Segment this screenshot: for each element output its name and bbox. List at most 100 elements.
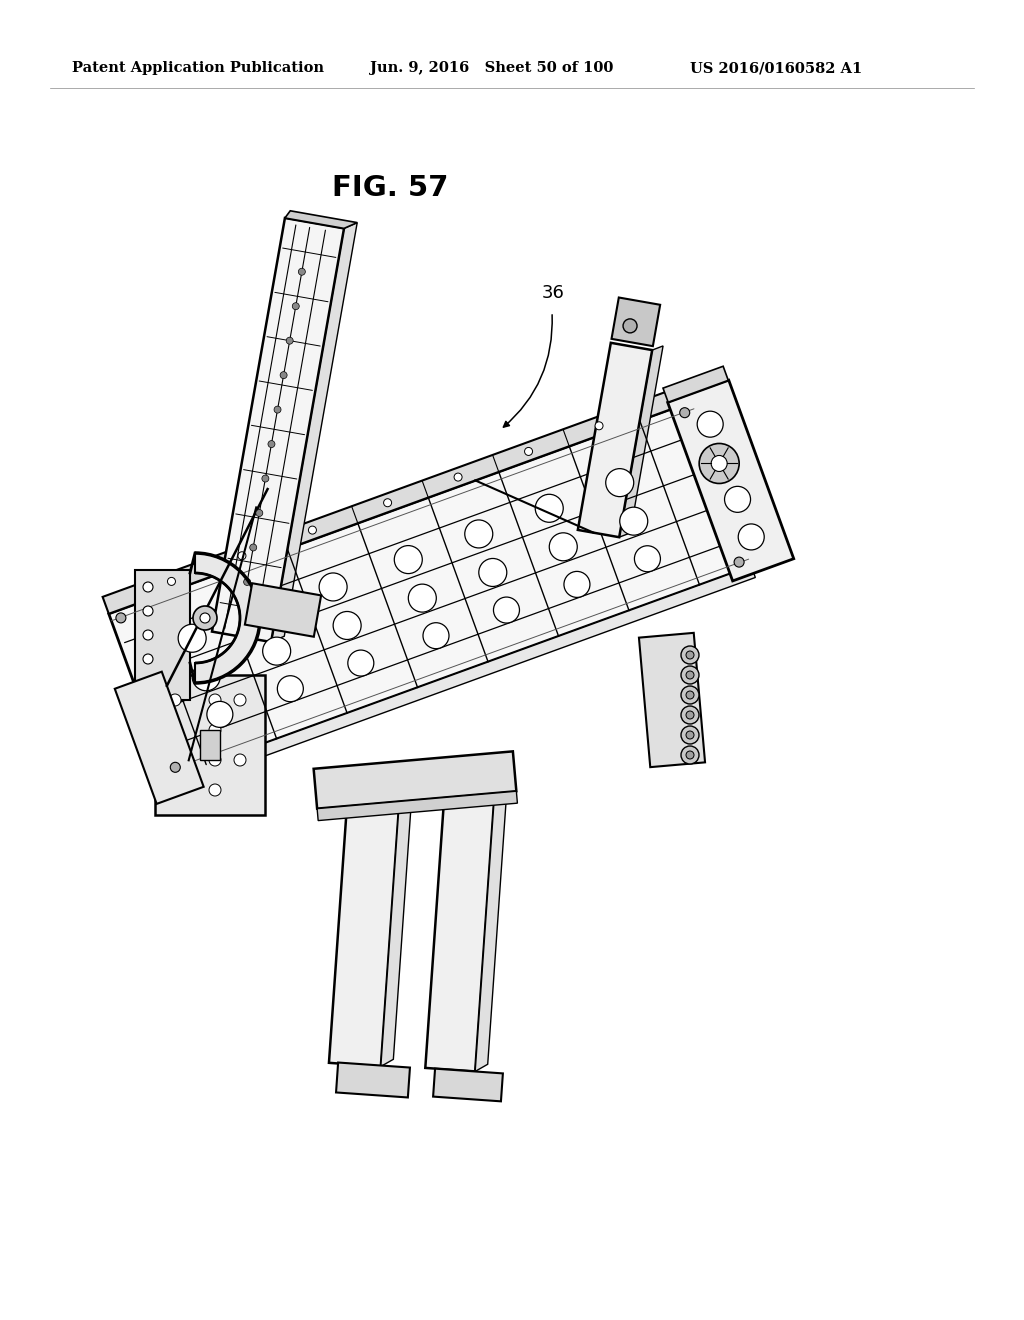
Circle shape — [193, 606, 217, 630]
Polygon shape — [639, 632, 706, 767]
Circle shape — [686, 690, 694, 700]
FancyArrowPatch shape — [504, 314, 552, 428]
Circle shape — [200, 612, 210, 623]
Circle shape — [193, 663, 220, 690]
Circle shape — [292, 302, 299, 310]
Circle shape — [116, 612, 126, 623]
Polygon shape — [668, 380, 794, 581]
Circle shape — [681, 645, 699, 664]
Circle shape — [423, 623, 449, 648]
Circle shape — [143, 630, 153, 640]
Polygon shape — [433, 1069, 503, 1101]
Polygon shape — [109, 401, 752, 779]
Circle shape — [169, 754, 181, 766]
Circle shape — [308, 527, 316, 535]
Circle shape — [686, 731, 694, 739]
Circle shape — [234, 694, 246, 706]
Polygon shape — [169, 566, 756, 789]
Circle shape — [454, 473, 462, 480]
Circle shape — [681, 686, 699, 704]
Circle shape — [333, 611, 361, 639]
Polygon shape — [200, 730, 220, 760]
Circle shape — [262, 475, 269, 482]
Polygon shape — [381, 770, 414, 1067]
Polygon shape — [336, 1063, 410, 1097]
Circle shape — [209, 723, 221, 737]
Circle shape — [143, 606, 153, 616]
Circle shape — [143, 678, 153, 688]
Polygon shape — [620, 346, 664, 537]
Circle shape — [686, 671, 694, 678]
Text: Jun. 9, 2016   Sheet 50 of 100: Jun. 9, 2016 Sheet 50 of 100 — [370, 61, 613, 75]
Circle shape — [681, 667, 699, 684]
Polygon shape — [313, 751, 516, 809]
Polygon shape — [578, 343, 652, 537]
Circle shape — [699, 444, 739, 483]
Polygon shape — [212, 218, 344, 642]
Circle shape — [606, 469, 634, 496]
Polygon shape — [102, 385, 691, 614]
Circle shape — [725, 486, 751, 512]
Circle shape — [564, 572, 590, 598]
Circle shape — [244, 578, 251, 586]
Circle shape — [168, 577, 175, 585]
Circle shape — [680, 408, 690, 417]
Circle shape — [681, 706, 699, 723]
Polygon shape — [317, 791, 517, 821]
Circle shape — [286, 337, 293, 345]
Circle shape — [549, 533, 578, 561]
Circle shape — [209, 784, 221, 796]
Circle shape — [394, 545, 422, 574]
Circle shape — [234, 754, 246, 766]
Circle shape — [348, 649, 374, 676]
Circle shape — [209, 694, 221, 706]
Circle shape — [536, 494, 563, 523]
Polygon shape — [245, 583, 322, 636]
Polygon shape — [115, 672, 204, 804]
Circle shape — [494, 597, 519, 623]
Circle shape — [681, 726, 699, 744]
Circle shape — [268, 441, 275, 447]
Text: US 2016/0160582 A1: US 2016/0160582 A1 — [690, 61, 862, 75]
Circle shape — [256, 510, 263, 516]
Circle shape — [623, 319, 637, 333]
Circle shape — [681, 746, 699, 764]
Polygon shape — [475, 785, 507, 1072]
Circle shape — [250, 544, 257, 550]
Circle shape — [178, 624, 206, 652]
Circle shape — [711, 449, 737, 475]
Circle shape — [143, 582, 153, 591]
Circle shape — [384, 499, 391, 507]
Circle shape — [635, 545, 660, 572]
Polygon shape — [195, 553, 260, 682]
Polygon shape — [663, 366, 728, 403]
Polygon shape — [425, 788, 495, 1072]
Circle shape — [207, 701, 232, 727]
Polygon shape — [271, 223, 357, 642]
Circle shape — [298, 268, 305, 276]
Circle shape — [170, 763, 180, 772]
Circle shape — [263, 638, 291, 665]
Polygon shape — [329, 774, 401, 1067]
Text: FIG. 57: FIG. 57 — [332, 174, 449, 202]
Polygon shape — [611, 297, 660, 346]
Circle shape — [238, 552, 246, 560]
Text: Patent Application Publication: Patent Application Publication — [72, 61, 324, 75]
Circle shape — [409, 585, 436, 612]
Circle shape — [169, 694, 181, 706]
Circle shape — [274, 407, 281, 413]
Text: 36: 36 — [542, 284, 565, 302]
Circle shape — [169, 784, 181, 796]
Circle shape — [734, 557, 744, 568]
Circle shape — [169, 723, 181, 737]
Circle shape — [711, 455, 727, 471]
Circle shape — [278, 676, 303, 702]
Circle shape — [319, 573, 347, 601]
Circle shape — [697, 411, 723, 437]
Circle shape — [479, 558, 507, 586]
Circle shape — [738, 524, 764, 550]
Polygon shape — [155, 675, 265, 814]
Circle shape — [465, 520, 493, 548]
Circle shape — [620, 507, 648, 535]
Circle shape — [686, 751, 694, 759]
